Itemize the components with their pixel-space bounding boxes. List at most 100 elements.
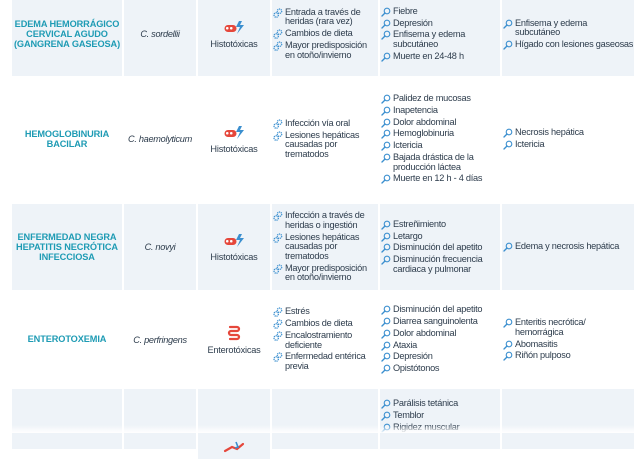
toxin-cell [198,389,270,459]
lesion-item-text: Enfisema y edema subcutáneo [515,17,588,38]
list-wrapper: Necrosis hepática Ictericia [502,76,634,202]
symptom-item: Ictericia [380,140,500,151]
symptom-item: Temblor [380,409,500,421]
symptom-item-text: Parálisis tetánica [393,398,458,409]
risk-factor-item-text: Infección vía oral [285,117,350,128]
lesions-cell: Enteritis necrótica/ hemorrágica Abomasit… [502,292,634,387]
histotoxic-bacteria-icon [224,126,244,139]
risk-factor-item-text: Encalostramiento deficiente [285,330,352,350]
symptoms-cell: Disminución del apetito Diarrea sanguinol… [380,292,500,387]
species-name: C. sordellii [140,29,180,39]
risk-factor-item-text: Cambios de dieta [285,28,353,39]
symptom-item-text: Palidez de mucosas [393,93,471,104]
magnifier-icon [503,242,513,252]
list-wrapper: Infección vía oral Lesiones hepáticas cau… [272,76,378,202]
gears-icon [273,41,283,51]
symptom-item: Enfisema y edema subcutáneo [380,30,500,49]
species-name: C. perfringens [133,334,187,345]
symptom-item: Diarrea sanguinolenta [380,316,500,327]
lesion-item-text: Abomasitis [515,338,558,349]
disease-name: ENFERMEDAD NEGRA HEPATITIS NECRÓTICA INF… [16,231,118,263]
symptom-item: Fiebre [380,6,500,17]
toxin-cell: Histotóxicas [198,76,270,202]
magnifier-icon [381,52,391,62]
toxin-type: Histotóxicas [210,39,258,49]
symptom-item: Opistótonos [380,363,500,374]
list-wrapper: Enteritis necrótica/ hemorrágica Abomasit… [502,292,634,387]
risk-factor-item-text: Enfermedad entérica previa [285,351,366,371]
lesion-item-text: Necrosis hepática [515,127,584,138]
symptom-item-list: Palidez de mucosas Inapetencia Dolor abdom… [380,92,500,186]
magnifier-icon [381,232,391,242]
magnifier-icon [381,7,391,17]
symptom-item: Dolor abdominal [380,117,500,128]
list-wrapper: Edema y necrosis hepática [502,204,634,290]
toxin-cell: Histotóxicas [198,204,270,290]
symptom-item: Disminución frecuencia cardiaca y pulmon… [380,254,500,274]
disease-cell: EDEMA HEMORRÁGICO CERVICAL AGUDO (GANGRE… [12,0,122,76]
symptom-item-list: Fiebre Depresión Enfisema y edema subcután… [380,5,500,64]
intestine-icon [227,325,241,340]
symptoms-cell: Parálisis tetánicaTemblorRigidez muscula… [380,389,500,449]
magnifier-icon [503,351,513,361]
risk-factor-item: Infección a través de heridas o ingestió… [272,211,378,230]
risk-factor-item: Cambios de dieta [272,318,378,330]
species-cell [124,389,196,449]
symptom-item: Inapetencia [380,105,500,116]
risk-factor-item: Estrés [272,306,378,318]
risk-factors-cell: Estrés Cambios de dieta Encalostramiento d… [272,292,378,387]
lesion-item: Riñón pulposo [502,350,634,361]
risk-factor-item: Mayor predisposición en otoño/invierno [272,39,378,60]
lesion-item: Necrosis hepática [502,127,634,139]
risk-factor-item-text: Mayor predisposición en otoño/invierno [285,39,367,60]
magnifier-icon [503,140,513,150]
symptom-item-text: Disminución frecuencia cardiaca y pulmon… [393,254,483,274]
risk-factor-item-text: Infección a través de heridas o ingestió… [285,210,365,230]
risk-factor-item-list: Infección a través de heridas o ingestió… [272,209,378,285]
risk-factors-cell: Infección vía oral Lesiones hepáticas cau… [272,76,378,202]
toxin-cell: Enterotóxicas [198,292,270,387]
symptom-item-text: Depresión [393,17,433,28]
gears-icon [273,352,283,363]
gears-icon [273,331,283,341]
symptom-item-text: Temblor [393,409,424,420]
list-wrapper: Estreñimiento Letargo Disminución del apet… [380,204,500,290]
symptom-item-text: Dolor abdominal [393,327,457,338]
lesion-item: Ictericia [502,139,634,150]
gears-icon [273,319,283,330]
symptom-item-text: Estreñimiento [393,218,446,229]
magnifier-icon [503,40,513,50]
symptom-item-list: Disminución del apetito Diarrea sanguinol… [380,303,500,376]
symptom-item: Hemoglobinuria [380,129,500,140]
species-name: C. haemolyticum [128,134,192,144]
neurotoxic-icon [223,441,245,453]
list-wrapper [502,389,634,457]
species-cell: C. haemolyticum [124,76,196,202]
symptom-item: Estreñimiento [380,218,500,230]
disease-cell [12,389,122,449]
gears-icon [273,8,283,18]
magnifier-icon [381,255,391,265]
symptom-item: Parálisis tetánica [380,398,500,409]
disease-cell: HEMOGLOBINURIA BACILAR [12,76,122,202]
symptom-item-text: Muerte en 24-48 h [393,50,464,61]
symptom-item-text: Ictericia [393,140,423,151]
lesion-item: Hígado con lesiones gaseosas [502,39,634,50]
lesion-item-text: Ictericia [515,139,545,150]
gears-icon [273,29,283,40]
symptom-item-text: Depresión [393,351,433,362]
symptom-item: Muerte en 12 h - 4 días [380,174,500,185]
species-cell: C. novyi [124,204,196,290]
risk-factor-item: Lesiones hepáticas causadas por trematod… [272,232,378,262]
symptom-item: Palidez de mucosas [380,93,500,104]
risk-factor-item-text: Mayor predisposición en otoño/invierno [285,262,367,283]
risk-factors-cell [272,389,378,449]
symptom-item: Ataxia [380,340,500,351]
list-wrapper: Enfisema y edema subcutáneo Hígado con le… [502,0,634,76]
lesions-cell: Enfisema y edema subcutáneo Hígado con le… [502,0,634,76]
risk-factor-item: Encalostramiento deficiente [272,330,378,350]
risk-factor-item-text: Estrés [285,306,310,317]
magnifier-icon [503,340,513,350]
toxin-type: Histotóxicas [210,144,258,154]
lesion-item-text: Riñón pulposo [515,350,571,361]
